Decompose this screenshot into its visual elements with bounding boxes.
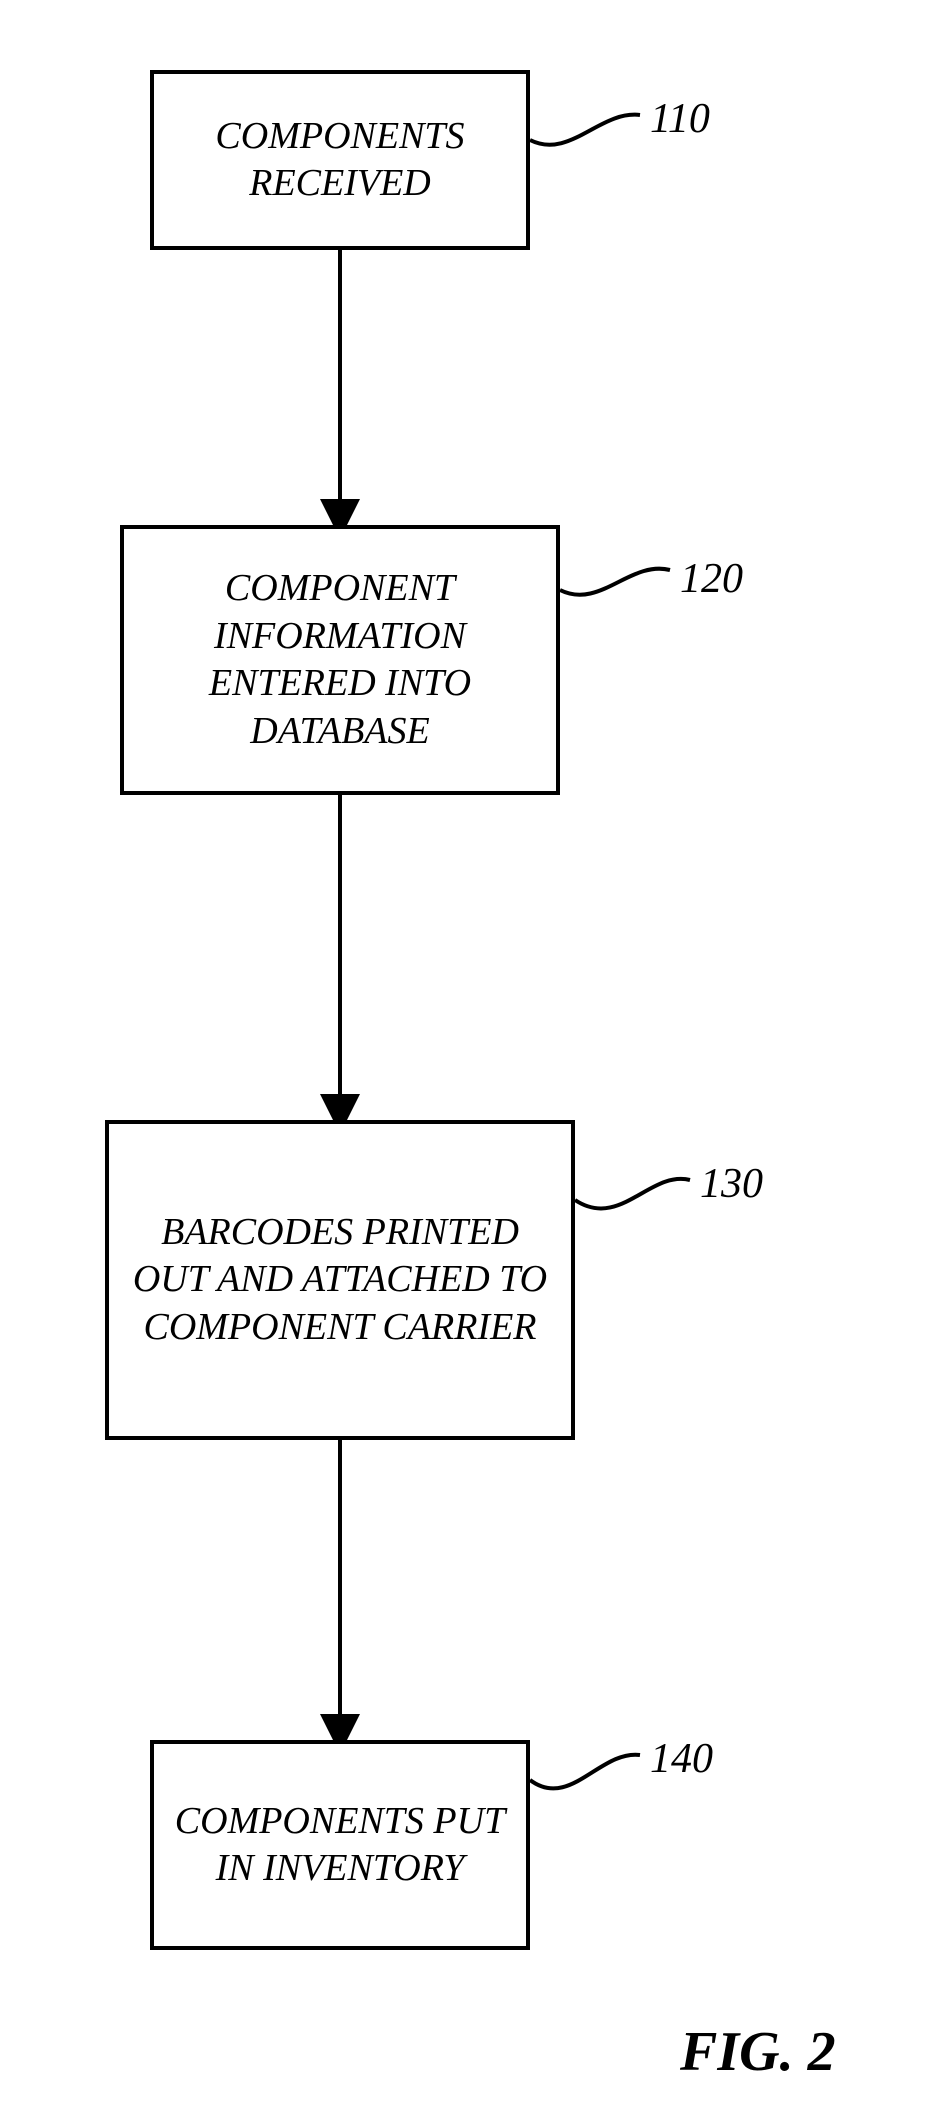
callout-n120	[560, 569, 670, 595]
figure-label: FIG. 2	[680, 2020, 836, 2084]
node-ref-120: 120	[680, 555, 743, 603]
node-ref-140: 140	[650, 1735, 713, 1783]
flow-node-110: COMPONENTS RECEIVED	[150, 70, 530, 250]
flow-node-140: COMPONENTS PUT IN INVENTORY	[150, 1740, 530, 1950]
callout-n130	[575, 1179, 690, 1209]
flow-node-120: COMPONENT INFORMATION ENTERED INTO DATAB…	[120, 525, 560, 795]
callout-n110	[530, 115, 640, 145]
flowchart-container: COMPONENTS RECEIVED 110 COMPONENT INFORMAT…	[0, 0, 926, 2104]
flow-node-130: BARCODES PRINTED OUT AND ATTACHED TO COM…	[105, 1120, 575, 1440]
callout-n140	[530, 1755, 640, 1789]
node-ref-130: 130	[700, 1160, 763, 1208]
node-ref-110: 110	[650, 95, 710, 143]
